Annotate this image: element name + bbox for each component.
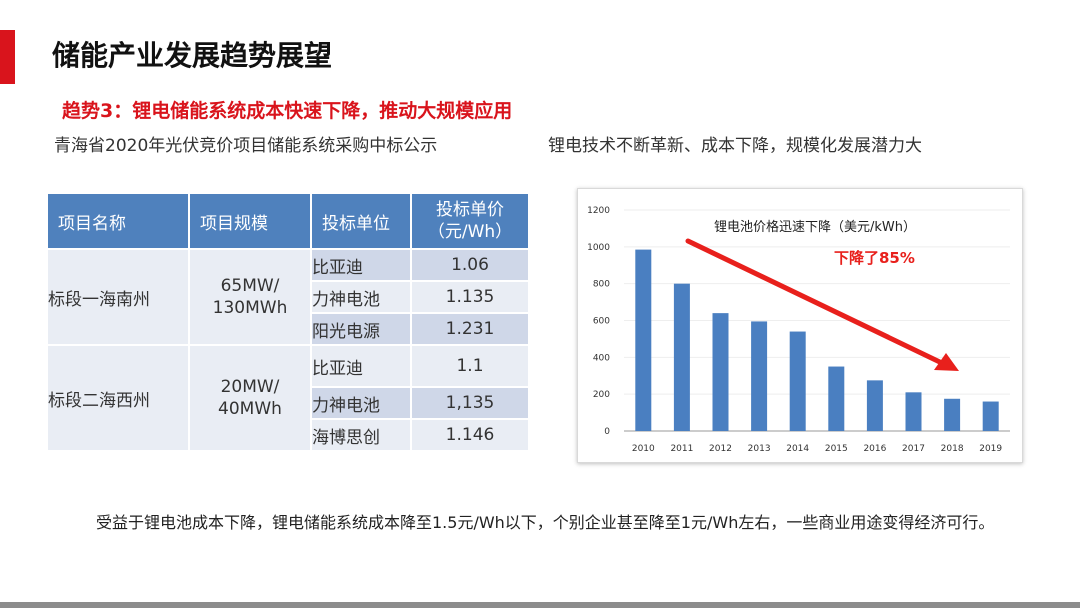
x-tick-label: 2010 bbox=[632, 444, 655, 454]
bidder-name: 比亚迪 bbox=[310, 248, 412, 282]
bid-price: 1.06 bbox=[410, 248, 530, 282]
x-tick-label: 2016 bbox=[863, 444, 886, 454]
summary-text: 受益于锂电池成本下降，锂电储能系统成本降至1.5元/Wh以下，个别企业甚至降至1… bbox=[96, 513, 995, 532]
bidder-name: 比亚迪 bbox=[310, 344, 412, 388]
x-tick-label: 2017 bbox=[902, 444, 925, 454]
bidder-name: 力神电池 bbox=[310, 280, 412, 314]
bar-2017 bbox=[905, 392, 922, 431]
segment-name: 标段一海南州 bbox=[46, 248, 190, 346]
header-bidder: 投标单位 bbox=[310, 192, 412, 250]
chart-annotation: 下降了85% bbox=[834, 249, 915, 267]
y-tick-label: 800 bbox=[593, 280, 610, 290]
bar-2013 bbox=[751, 321, 768, 431]
y-tick-label: 1000 bbox=[587, 243, 610, 253]
bidder-name: 海博思创 bbox=[310, 418, 412, 452]
chart-title: 锂电池价格迅速下降（美元/kWh） bbox=[714, 219, 916, 235]
y-tick-label: 1200 bbox=[587, 206, 610, 216]
y-tick-label: 0 bbox=[604, 427, 610, 437]
bar-2014 bbox=[789, 331, 806, 431]
price-chart-frame: 0 200 400 600 800 1000 1200 2010 2011 2012 2013 20… bbox=[577, 188, 1023, 463]
y-tick-label: 400 bbox=[593, 353, 610, 363]
page-title: 储能产业发展趋势展望 bbox=[52, 39, 333, 72]
chart-caption: 锂电技术不断革新、成本下降，规模化发展潜力大 bbox=[548, 136, 922, 156]
bid-price: 1.135 bbox=[410, 280, 530, 314]
header-unit-price: 投标单价 （元/Wh） bbox=[410, 192, 530, 250]
bottom-bar bbox=[0, 602, 1080, 608]
header-project-scale: 项目规模 bbox=[188, 192, 312, 250]
header-unit-price-line2: （元/Wh） bbox=[427, 222, 513, 242]
trend-arrow-head bbox=[934, 353, 959, 371]
bid-price: 1.231 bbox=[410, 312, 530, 346]
bar-2015 bbox=[828, 366, 845, 431]
trend-subtitle: 趋势3：锂电储能系统成本快速下降，推动大规模应用 bbox=[62, 100, 513, 122]
segment-scale-line1: 20MW/ bbox=[220, 377, 280, 397]
segment-scale-line1: 65MW/ bbox=[220, 276, 280, 296]
bar-2012 bbox=[712, 313, 729, 431]
y-tick-label: 200 bbox=[593, 390, 610, 400]
y-tick-label: 600 bbox=[593, 317, 610, 327]
x-tick-label: 2012 bbox=[709, 444, 732, 454]
title-accent-bar bbox=[0, 30, 15, 84]
bar-2019 bbox=[982, 401, 999, 431]
bid-price: 1,135 bbox=[410, 386, 530, 420]
x-tick-label: 2018 bbox=[941, 444, 964, 454]
bar-2018 bbox=[944, 398, 961, 431]
price-chart: 0 200 400 600 800 1000 1200 2010 2011 2012 2013 20… bbox=[587, 206, 1010, 454]
trend-arrow-shaft bbox=[685, 238, 949, 368]
bidder-name: 力神电池 bbox=[310, 386, 412, 420]
table-row: 标段二海西州 20MW/ 40MWh 比亚迪 1.1 bbox=[46, 344, 530, 452]
segment-scale: 65MW/ 130MWh bbox=[188, 248, 312, 346]
x-tick-label: 2019 bbox=[979, 444, 1002, 454]
bid-price: 1.146 bbox=[410, 418, 530, 452]
bar-2011 bbox=[673, 283, 690, 431]
x-tick-label: 2015 bbox=[825, 444, 848, 454]
x-tick-label: 2013 bbox=[748, 444, 771, 454]
table-row: 标段一海南州 65MW/ 130MWh 比亚迪 1.06 bbox=[46, 248, 530, 346]
segment-scale: 20MW/ 40MWh bbox=[188, 344, 312, 452]
segment-scale-line2: 40MWh bbox=[218, 399, 282, 419]
segment-scale-line2: 130MWh bbox=[212, 298, 288, 318]
x-tick-label: 2014 bbox=[786, 444, 809, 454]
table-header-row: 项目名称 项目规模 投标单位 投标单价 （元/Wh） bbox=[46, 192, 530, 250]
bar-2016 bbox=[866, 380, 883, 431]
segment-name: 标段二海西州 bbox=[46, 344, 190, 452]
table-caption: 青海省2020年光伏竞价项目储能系统采购中标公示 bbox=[54, 136, 438, 156]
x-tick-label: 2011 bbox=[670, 444, 693, 454]
header-unit-price-line1: 投标单价 bbox=[436, 200, 504, 220]
header-project-name: 项目名称 bbox=[46, 192, 190, 250]
bidder-name: 阳光电源 bbox=[310, 312, 412, 346]
bar-2010 bbox=[635, 249, 652, 431]
bid-price: 1.1 bbox=[410, 344, 530, 388]
bid-table: 项目名称 项目规模 投标单位 投标单价 （元/Wh） 标段一海南州 65MW/ … bbox=[46, 192, 530, 452]
